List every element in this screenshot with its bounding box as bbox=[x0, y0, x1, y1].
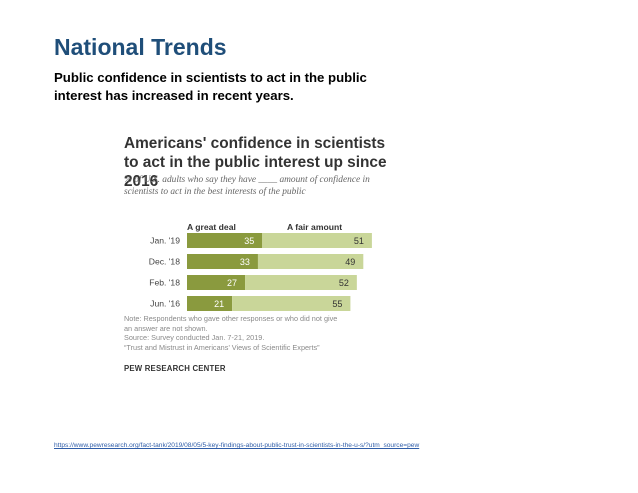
data-label: 21 bbox=[214, 299, 224, 309]
source-org: PEW RESEARCH CENTER bbox=[124, 364, 226, 373]
note-line: Source: Survey conducted Jan. 7-21, 2019… bbox=[124, 333, 265, 343]
chart-title: Americans' confidence in scientists to a… bbox=[124, 135, 387, 190]
category-label: Dec. '18 bbox=[149, 257, 180, 267]
slide-subtitle: Public confidence in scientists to act i… bbox=[54, 70, 367, 103]
bar-fair-amount bbox=[262, 233, 372, 248]
data-label: 55 bbox=[332, 299, 342, 309]
data-label: 35 bbox=[244, 236, 254, 246]
chart-subtitle: % of U.S. adults who say they have ____ … bbox=[124, 175, 370, 198]
source-link[interactable]: https://www.pewresearch.org/fact-tank/20… bbox=[54, 442, 420, 449]
data-label: 27 bbox=[227, 278, 237, 288]
category-label: Feb. '18 bbox=[149, 278, 180, 288]
data-label: 49 bbox=[345, 257, 355, 267]
data-label: 52 bbox=[339, 278, 349, 288]
category-label: Jun. '16 bbox=[150, 299, 180, 309]
slide-title: National Trends bbox=[54, 34, 227, 60]
note-line: Note: Respondents who gave other respons… bbox=[124, 314, 338, 323]
bar-fair-amount bbox=[257, 254, 364, 269]
data-label: 33 bbox=[240, 257, 250, 267]
category-label: Jan. '19 bbox=[150, 236, 180, 246]
bar-great-deal bbox=[187, 275, 246, 290]
bar-great-deal bbox=[187, 296, 233, 311]
legend-fair-amount: A fair amount bbox=[287, 222, 343, 232]
bar-fair-amount bbox=[232, 296, 351, 311]
bar-chart: Jan. '19 35 51 Dec. '18 33 49 Feb. '18 27 52 Jun.… bbox=[149, 233, 372, 311]
data-label: 51 bbox=[354, 236, 364, 246]
note-line: an answer are not shown. bbox=[124, 323, 208, 333]
chart-footnotes: Note: Respondents who gave other respons… bbox=[124, 314, 386, 352]
chart-panel: Americans' confidence in scientists to a… bbox=[116, 128, 391, 378]
legend-great-deal: A great deal bbox=[187, 222, 236, 232]
bar-fair-amount bbox=[245, 275, 357, 290]
bar-great-deal bbox=[187, 233, 263, 248]
note-line: “Trust and Mistrust in Americans’ Views … bbox=[124, 342, 320, 352]
bar-great-deal bbox=[187, 254, 258, 269]
